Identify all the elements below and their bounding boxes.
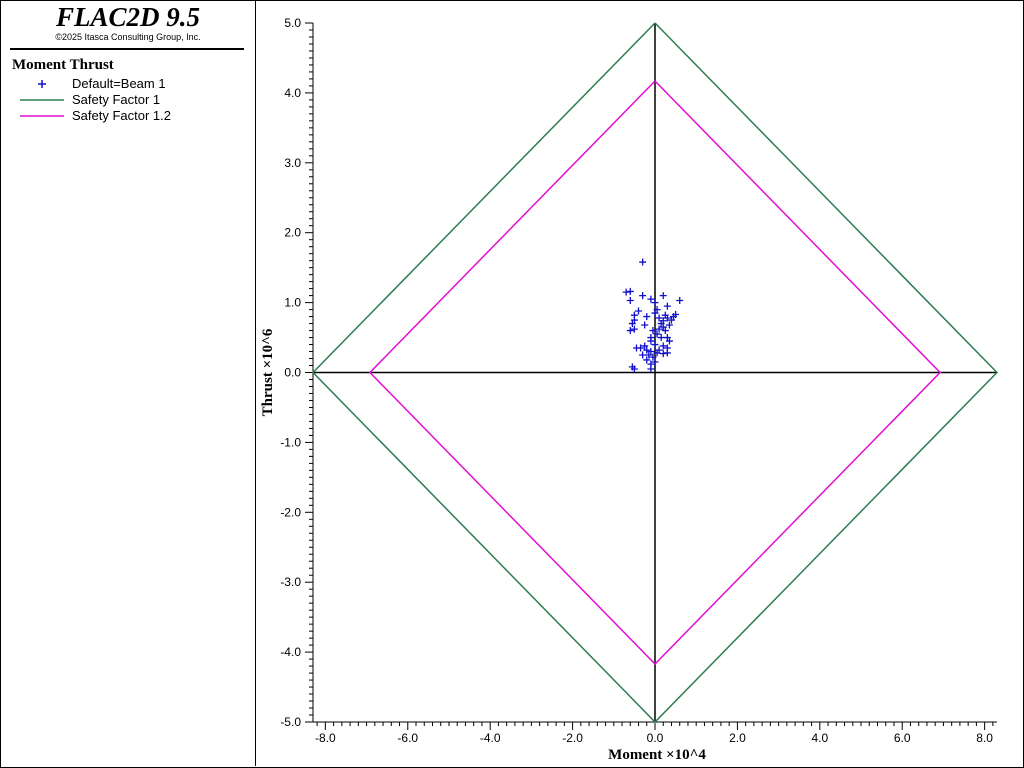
plot-area: 5.0 4.0 3.0 2.0 1.0 0.0 -1.0 -2.0 -3.0 -4.0 -5.0 -8… xyxy=(257,0,1023,766)
data-point xyxy=(649,353,657,361)
data-point xyxy=(647,337,655,345)
data-point xyxy=(641,342,649,350)
data-point xyxy=(655,346,663,354)
y-tick-label: -2.0 xyxy=(280,505,301,519)
data-point xyxy=(632,344,640,352)
y-axis-title: Thrust ×10^6 xyxy=(260,328,276,416)
data-point xyxy=(639,292,647,300)
data-point xyxy=(659,292,667,300)
data-point xyxy=(639,258,647,266)
data-point xyxy=(665,337,673,345)
data-point xyxy=(626,287,634,295)
x-tick-label: 8.0 xyxy=(976,731,993,745)
data-point xyxy=(649,327,657,335)
data-point xyxy=(630,325,638,333)
data-point xyxy=(643,313,651,321)
legend-item-safety-factor-1[interactable]: Safety Factor 1 xyxy=(20,92,250,108)
x-tick-label: -2.0 xyxy=(562,731,583,745)
legend-item-beam[interactable]: Default=Beam 1 xyxy=(20,76,250,92)
data-point xyxy=(651,299,659,307)
x-tick-label: -8.0 xyxy=(315,731,336,745)
data-point xyxy=(643,356,651,364)
data-point xyxy=(647,295,655,303)
y-tick-label: -5.0 xyxy=(280,715,301,729)
y-tick-label: -3.0 xyxy=(280,575,301,589)
x-tick-label: 0.0 xyxy=(647,731,664,745)
x-axis-title: Moment ×10^4 xyxy=(608,747,706,763)
data-point xyxy=(630,365,638,373)
data-point xyxy=(645,351,653,359)
y-tick-label: 3.0 xyxy=(284,156,301,170)
data-point xyxy=(626,297,634,305)
legend-heading: Moment Thrust xyxy=(12,57,114,73)
data-point xyxy=(626,327,634,335)
title-divider xyxy=(10,48,244,50)
plus-marker-icon xyxy=(38,80,46,88)
y-tick-label: 5.0 xyxy=(284,16,301,30)
data-point xyxy=(665,321,673,329)
x-tick-label: 6.0 xyxy=(894,731,911,745)
x-tick-label: -4.0 xyxy=(480,731,501,745)
data-point xyxy=(676,297,684,305)
legend-item-label: Safety Factor 1 xyxy=(72,92,161,107)
data-point xyxy=(661,311,669,319)
data-point xyxy=(655,314,663,322)
data-point xyxy=(672,310,680,318)
x-tick-label: 2.0 xyxy=(729,731,746,745)
data-point xyxy=(661,327,669,335)
line-swatch-icon xyxy=(20,115,64,117)
data-point xyxy=(659,350,667,358)
y-tick-label: 0.0 xyxy=(284,366,301,380)
series-line-2 xyxy=(368,80,942,666)
series-line-1 xyxy=(311,22,999,724)
data-point xyxy=(647,365,655,373)
data-point xyxy=(651,358,659,366)
data-point xyxy=(639,351,647,359)
copyright-text: ©2025 Itasca Consulting Group, Inc. xyxy=(55,32,201,42)
app-title: FLAC2D 9.5 xyxy=(55,2,201,32)
data-point xyxy=(653,306,661,314)
data-point xyxy=(659,342,667,350)
data-point xyxy=(622,288,630,296)
data-point xyxy=(643,346,651,354)
legend-panel: FLAC2D 9.5 ©2025 Itasca Consulting Group… xyxy=(0,0,256,766)
data-point xyxy=(657,334,665,342)
moment-thrust-chart: 5.0 4.0 3.0 2.0 1.0 0.0 -1.0 -2.0 -3.0 -4.0 -5.0 -8… xyxy=(260,16,999,763)
data-point xyxy=(628,320,636,328)
data-point xyxy=(641,321,649,329)
y-tick-label: -1.0 xyxy=(280,435,301,449)
legend-item-safety-factor-1-2[interactable]: Safety Factor 1.2 xyxy=(20,108,250,124)
x-tick-label: -6.0 xyxy=(397,731,418,745)
legend-item-label: Safety Factor 1.2 xyxy=(72,108,171,123)
data-point xyxy=(655,325,663,333)
data-point xyxy=(635,307,643,315)
y-tick-label: -4.0 xyxy=(280,645,301,659)
line-swatch-icon xyxy=(20,99,64,101)
data-point xyxy=(663,302,671,310)
data-point xyxy=(663,349,671,357)
x-tick-label: 4.0 xyxy=(811,731,828,745)
data-point xyxy=(653,330,661,338)
y-tick-label: 4.0 xyxy=(284,86,301,100)
y-tick-label: 2.0 xyxy=(284,226,301,240)
data-point xyxy=(651,341,659,349)
legend-item-label: Default=Beam 1 xyxy=(72,76,166,91)
y-tick-label: 1.0 xyxy=(284,296,301,310)
